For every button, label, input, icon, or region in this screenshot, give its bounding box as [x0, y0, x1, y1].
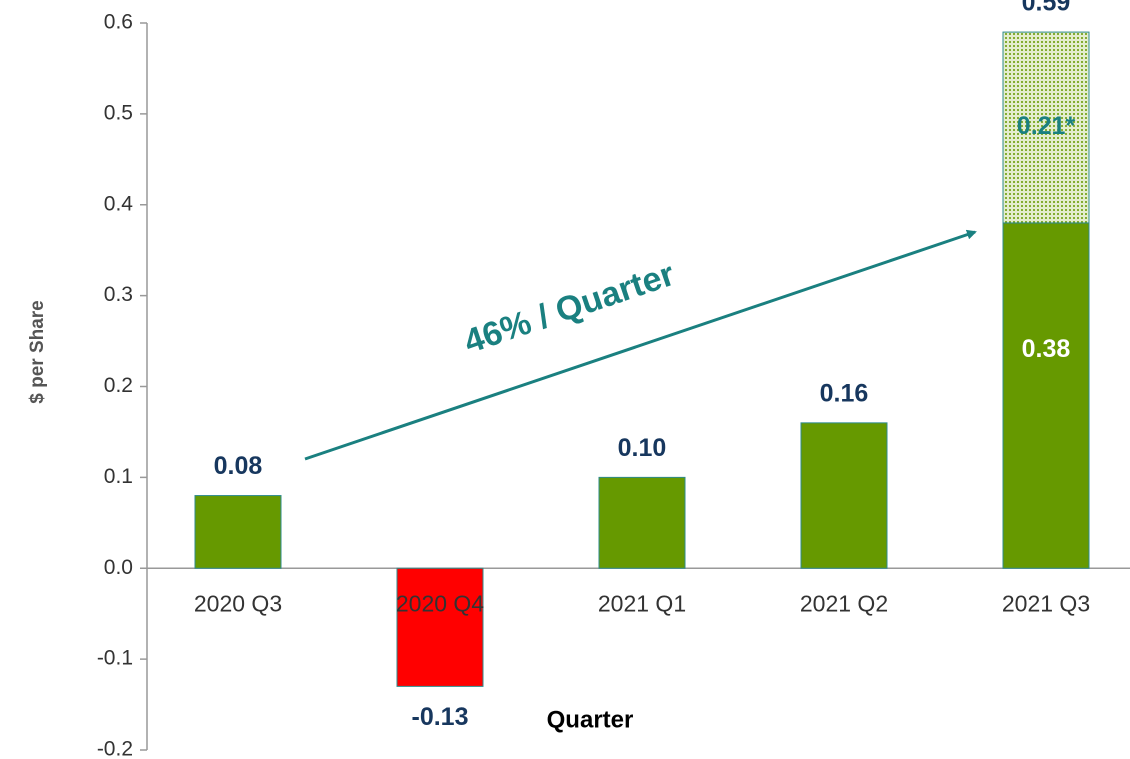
bar: [194, 495, 282, 569]
annotation: 46% / Quarter: [459, 255, 679, 361]
x-tick-label: 2020 Q3: [194, 590, 282, 616]
bar: [1002, 222, 1090, 569]
y-tick-label: 0.3: [104, 283, 133, 306]
bar: [1002, 31, 1090, 224]
value-label: 0.10: [618, 434, 667, 462]
value-label: 0.08: [214, 452, 263, 480]
y-tick-label: 0.0: [104, 556, 133, 579]
x-tick-label: 2021 Q1: [598, 590, 686, 616]
y-tick-label: -0.2: [97, 738, 133, 759]
trend-arrow: [304, 229, 977, 461]
bar: [396, 567, 484, 687]
y-axis-label: $ per Share: [27, 300, 48, 404]
value-label: -0.13: [412, 703, 469, 731]
y-tick-label: 0.6: [104, 11, 133, 34]
total-label: 0.59: [1022, 0, 1071, 17]
x-tick-label: 2021 Q3: [1002, 590, 1090, 616]
value-label: 0.38: [1022, 335, 1071, 363]
x-axis-label: Quarter: [547, 706, 634, 733]
y-tick-label: 0.4: [104, 192, 134, 215]
y-tick-label: 0.1: [104, 465, 133, 488]
bar: [800, 422, 888, 569]
y-tick-label: -0.1: [97, 647, 133, 670]
x-tick-label: 2020 Q4: [396, 590, 484, 616]
y-tick-label: 0.2: [104, 374, 133, 397]
value-label: 0.16: [820, 379, 869, 407]
value-label: 0.21*: [1017, 112, 1076, 140]
x-tick-label: 2021 Q2: [800, 590, 888, 616]
y-tick-label: 0.5: [104, 101, 133, 124]
bar: [598, 476, 686, 569]
